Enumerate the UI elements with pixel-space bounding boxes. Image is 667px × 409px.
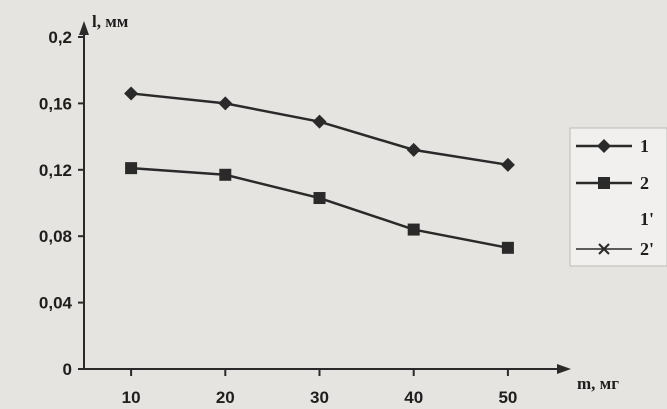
- data-point: [124, 86, 139, 101]
- x-tick-label: 40: [404, 388, 423, 407]
- y-tick-label: 0: [63, 360, 72, 379]
- data-point: [407, 223, 420, 236]
- y-tick-label: 0,16: [39, 94, 72, 113]
- legend-entry: 1': [640, 209, 654, 229]
- y-tick-label: 0,08: [39, 227, 72, 246]
- series-line: [131, 166, 509, 250]
- legend-marker: [598, 243, 610, 255]
- data-point: [218, 96, 233, 111]
- data-point: [219, 168, 232, 181]
- y-tick-label: 0,04: [39, 294, 73, 313]
- legend-label: 1: [640, 136, 649, 156]
- y-tick-label: 0,12: [39, 161, 72, 180]
- y-axis-title: l, мм: [92, 12, 129, 31]
- legend-marker: [597, 139, 611, 153]
- data-point: [500, 157, 515, 172]
- legend-box: [569, 127, 667, 267]
- series-1: [124, 86, 515, 172]
- x-axis-arrow: [557, 364, 571, 374]
- data-point: [501, 241, 514, 254]
- series-line: [130, 92, 509, 167]
- x-axis: m, мг 10 20 30 40 50: [84, 364, 619, 407]
- legend-label: 1': [640, 209, 654, 229]
- legend-label: 2: [640, 173, 649, 193]
- legend: 1 2 1' 2': [569, 127, 667, 267]
- data-point: [406, 142, 421, 157]
- x-axis-title: m, мг: [577, 374, 619, 393]
- legend-entry: 2': [576, 239, 654, 259]
- y-tick-label: 0,2: [48, 28, 72, 47]
- data-point: [313, 192, 326, 205]
- x-marker-stroke: [598, 243, 610, 255]
- series-2: [125, 162, 514, 254]
- y-axis-arrow: [79, 21, 89, 35]
- x-tick-label: 50: [498, 388, 517, 407]
- y-axis: l, мм 0 0,04 0,08 0,12 0,16 0,2: [39, 12, 129, 379]
- x-tick-label: 30: [310, 388, 329, 407]
- legend-entry: 2: [576, 173, 649, 193]
- x-tick-label: 10: [122, 388, 141, 407]
- data-point: [312, 114, 327, 129]
- legend-label: 2': [640, 239, 654, 259]
- legend-entry: 1: [576, 136, 649, 156]
- x-tick-label: 20: [216, 388, 235, 407]
- series-layer: [124, 86, 515, 254]
- data-point: [125, 162, 138, 175]
- legend-marker: [598, 177, 610, 189]
